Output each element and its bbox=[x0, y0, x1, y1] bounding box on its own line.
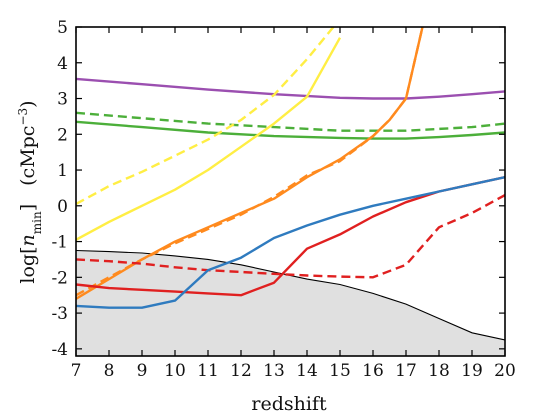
x-tick-label: 17 bbox=[395, 361, 417, 381]
x-tick-label: 14 bbox=[296, 361, 318, 381]
y-tick-label: 0 bbox=[57, 197, 68, 217]
y-tick-label: 2 bbox=[57, 125, 68, 145]
x-tick-label: 15 bbox=[329, 361, 351, 381]
y-axis-title: log[nmin](cMpc−3) bbox=[16, 100, 44, 283]
x-tick-label: 20 bbox=[494, 361, 516, 381]
plot-area bbox=[76, 27, 505, 356]
x-tick-label: 8 bbox=[104, 361, 115, 381]
series-line-1 bbox=[76, 111, 505, 132]
x-tick-label: 7 bbox=[71, 361, 82, 381]
series-line-9 bbox=[76, 176, 505, 309]
x-tick-label: 11 bbox=[197, 361, 219, 381]
series-line-4 bbox=[76, 37, 342, 241]
x-axis-title: redshift bbox=[251, 393, 327, 415]
y-tick-label: 1 bbox=[57, 161, 68, 181]
x-tick-label: 9 bbox=[137, 361, 148, 381]
y-tick-label: 4 bbox=[57, 54, 68, 74]
x-tick-label: 12 bbox=[230, 361, 252, 381]
y-tick-label: -4 bbox=[51, 340, 68, 360]
y-tick-label: 5 bbox=[57, 18, 68, 38]
y-tick-label: -3 bbox=[51, 304, 68, 324]
shaded-region bbox=[76, 250, 505, 356]
plot-frame bbox=[75, 26, 506, 357]
y-tick-label: -1 bbox=[51, 233, 68, 253]
x-tick-label: 13 bbox=[263, 361, 285, 381]
x-tick-label: 19 bbox=[461, 361, 483, 381]
series-line-2 bbox=[76, 120, 505, 140]
series-line-0 bbox=[76, 77, 505, 100]
x-tick-label: 10 bbox=[164, 361, 186, 381]
series-line-7 bbox=[76, 194, 505, 279]
series-line-6 bbox=[76, 27, 424, 300]
y-tick-label: 3 bbox=[57, 90, 68, 110]
y-tick-label: -2 bbox=[51, 268, 68, 288]
series-line-3 bbox=[76, 27, 335, 206]
x-tick-label: 16 bbox=[362, 361, 384, 381]
x-tick-label: 18 bbox=[428, 361, 450, 381]
